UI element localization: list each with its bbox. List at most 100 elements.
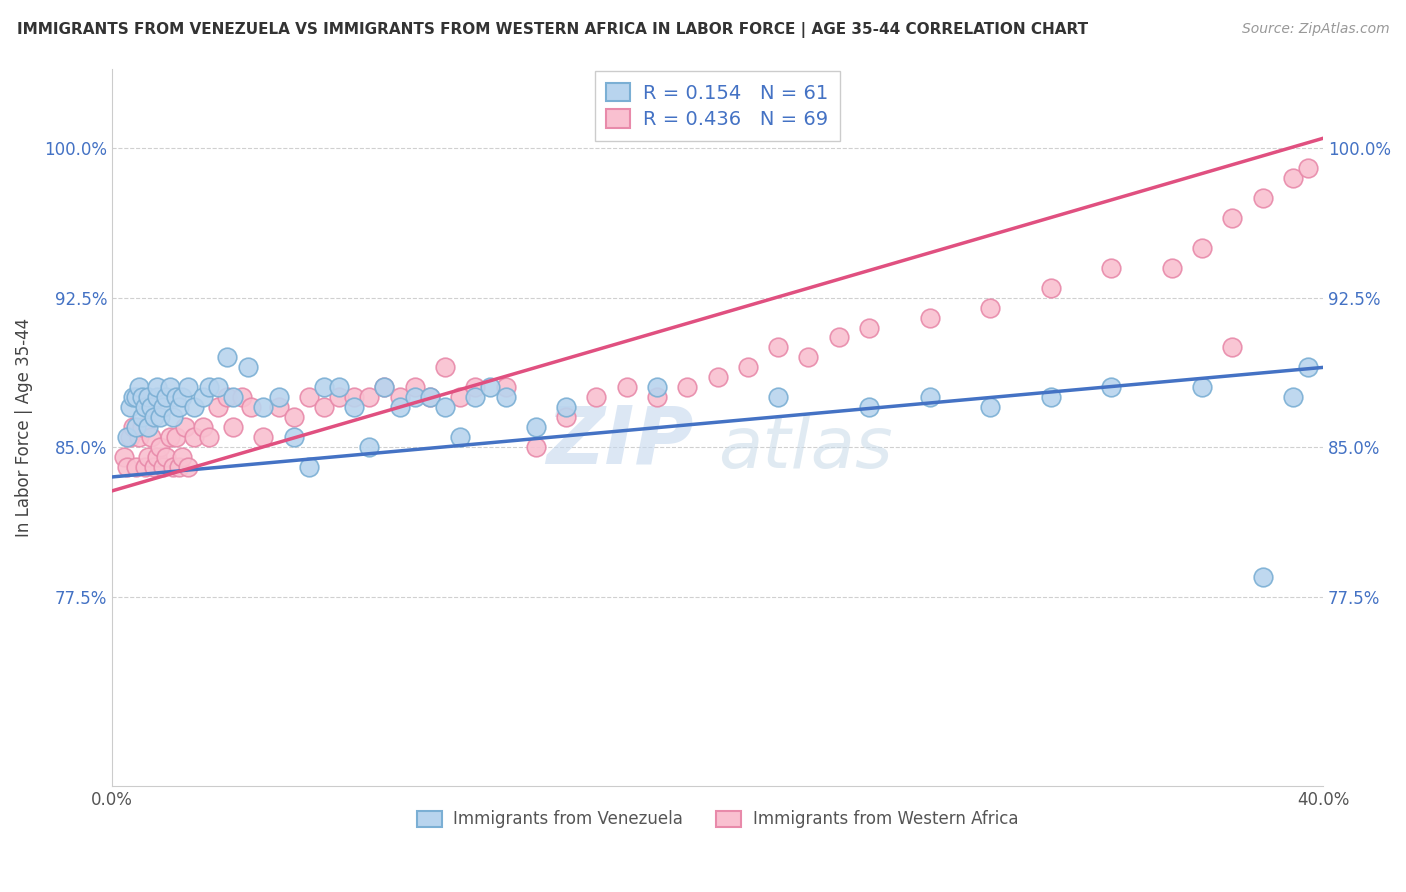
Point (267, 390, 290, 404)
Point (1251, 191, 1274, 205)
Point (122, 420, 145, 434)
Point (136, 450, 159, 464)
Point (918, 390, 941, 404)
Point (222, 420, 245, 434)
Point (464, 390, 486, 404)
Point (198, 430, 221, 444)
Point (141, 401, 163, 415)
Point (1191, 380, 1213, 394)
Point (252, 430, 274, 444)
Point (1039, 281, 1062, 295)
Point (125, 460, 148, 475)
Point (136, 420, 159, 434)
Point (149, 410, 172, 425)
Point (183, 430, 205, 444)
Point (1251, 569, 1274, 583)
Point (167, 401, 190, 415)
Point (122, 390, 145, 404)
Point (449, 430, 471, 444)
Point (479, 380, 502, 394)
Y-axis label: In Labor Force | Age 35-44: In Labor Force | Age 35-44 (15, 318, 32, 537)
Point (797, 351, 820, 365)
Point (373, 380, 395, 394)
Point (388, 390, 411, 404)
Point (616, 380, 638, 394)
Point (146, 380, 169, 394)
Point (238, 360, 260, 375)
Point (1099, 380, 1122, 394)
Point (979, 401, 1001, 415)
Point (176, 460, 198, 475)
Point (328, 380, 350, 394)
Point (524, 420, 547, 434)
Point (827, 330, 849, 344)
Point (183, 401, 205, 415)
Point (585, 390, 607, 404)
Point (298, 460, 321, 475)
Point (115, 460, 138, 475)
Point (134, 460, 156, 475)
Point (215, 351, 238, 365)
Point (737, 360, 759, 375)
Point (404, 380, 426, 394)
Point (1296, 360, 1319, 375)
Point (141, 430, 163, 444)
Point (359, 390, 381, 404)
Point (359, 440, 381, 454)
Point (419, 390, 441, 404)
Point (165, 430, 187, 444)
Point (312, 380, 335, 394)
Point (343, 390, 366, 404)
Point (283, 430, 305, 444)
Point (766, 390, 789, 404)
Point (434, 360, 457, 375)
Point (645, 390, 668, 404)
Point (162, 410, 184, 425)
Legend: Immigrants from Venezuela, Immigrants from Western Africa: Immigrants from Venezuela, Immigrants fr… (411, 804, 1025, 835)
Point (222, 390, 245, 404)
Point (388, 401, 411, 415)
Point (191, 420, 214, 434)
Point (143, 410, 166, 425)
Point (165, 390, 187, 404)
Point (1282, 171, 1305, 186)
Point (495, 390, 517, 404)
Point (231, 390, 253, 404)
Point (128, 380, 150, 394)
Point (125, 390, 148, 404)
Point (419, 390, 441, 404)
Point (495, 380, 517, 394)
Point (159, 380, 181, 394)
Point (176, 380, 198, 394)
Point (858, 401, 880, 415)
Point (207, 380, 229, 394)
Text: ZIP: ZIP (546, 402, 693, 481)
Point (343, 401, 366, 415)
Point (167, 460, 190, 475)
Point (1296, 161, 1319, 175)
Point (1160, 260, 1182, 275)
Point (152, 401, 174, 415)
Point (146, 450, 169, 464)
Point (298, 390, 321, 404)
Point (207, 401, 229, 415)
Point (373, 380, 395, 394)
Point (252, 401, 274, 415)
Point (112, 450, 135, 464)
Point (120, 401, 142, 415)
Point (149, 440, 172, 454)
Point (120, 430, 142, 444)
Point (1039, 390, 1062, 404)
Point (449, 390, 471, 404)
Point (155, 450, 177, 464)
Point (173, 420, 195, 434)
Point (858, 320, 880, 334)
Point (131, 410, 153, 425)
Point (524, 440, 547, 454)
Point (766, 341, 789, 355)
Point (706, 370, 728, 384)
Point (146, 390, 169, 404)
Point (152, 460, 174, 475)
Point (464, 380, 486, 394)
Point (128, 430, 150, 444)
